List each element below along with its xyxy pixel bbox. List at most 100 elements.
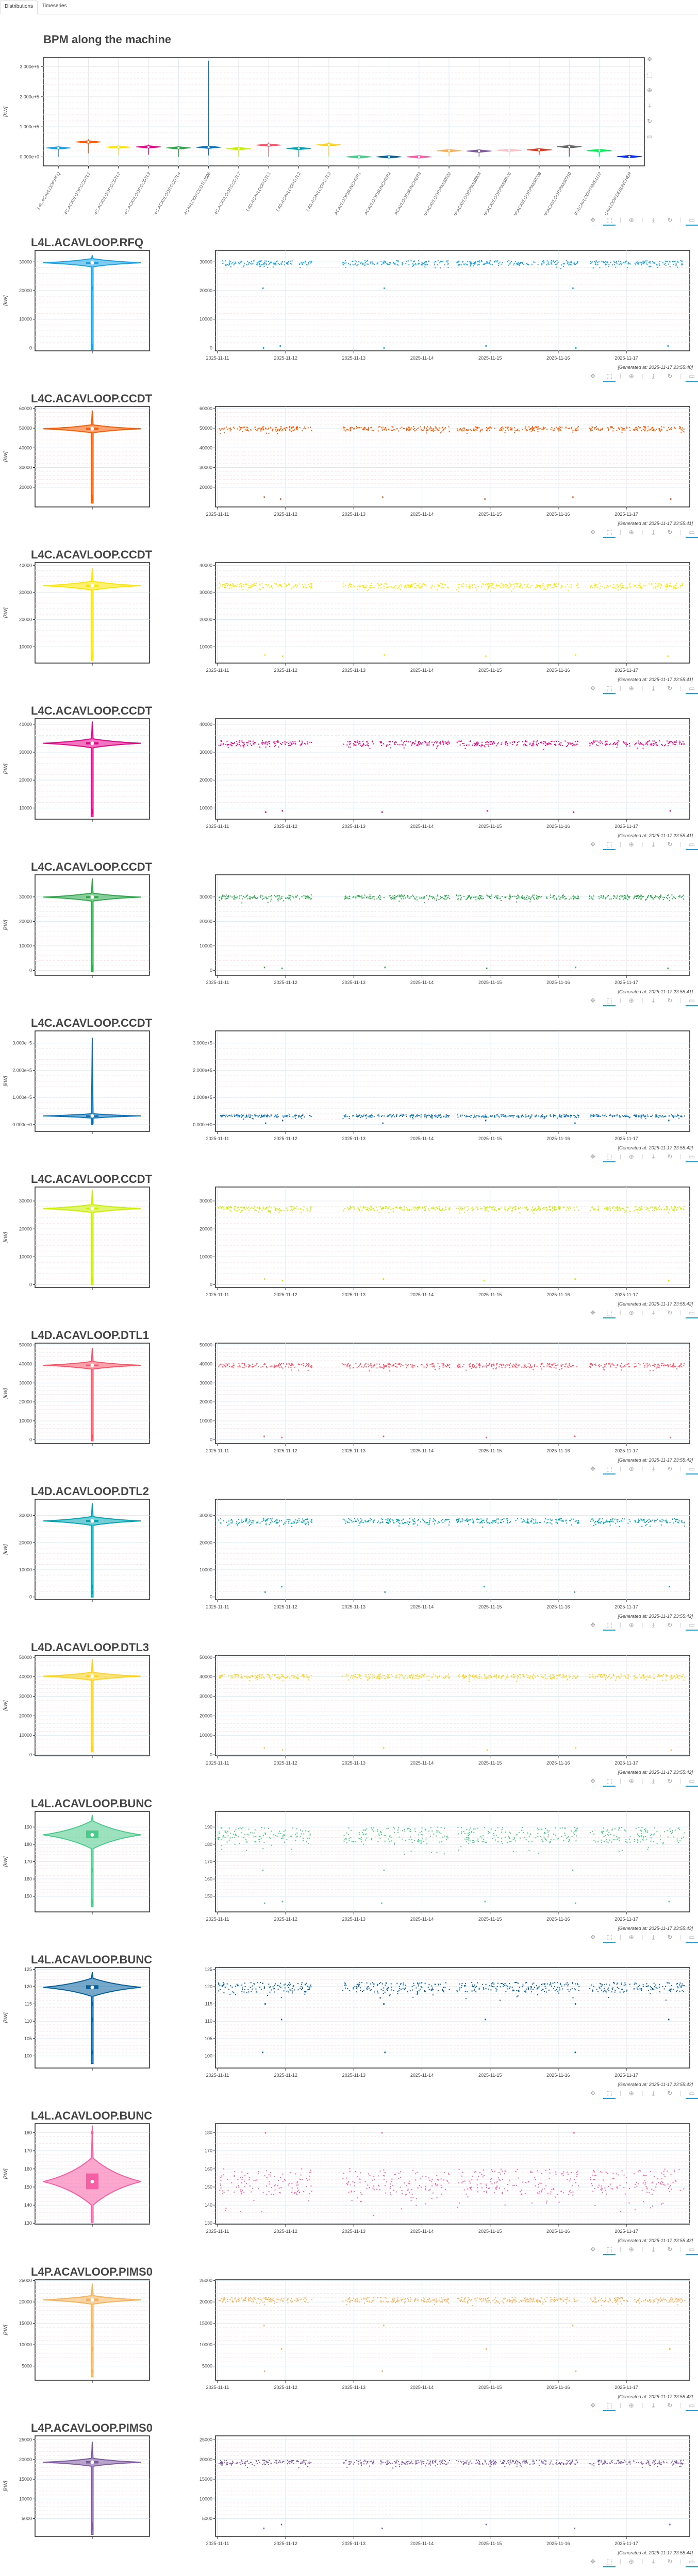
wheel-zoom-icon[interactable]: ⊕	[628, 1309, 634, 1316]
hover-icon[interactable]: ▭	[646, 133, 653, 140]
pan-icon[interactable]: ✥	[590, 841, 596, 848]
panel-plots[interactable]: 0100002000030000[kW]01000020000300002025…	[0, 215, 698, 365]
timeseries-point	[248, 1114, 250, 1116]
save-icon[interactable]: ⤓	[652, 372, 655, 380]
timeseries-point	[624, 428, 625, 429]
reset-icon[interactable]: ↻	[667, 529, 673, 536]
save-icon[interactable]: ⤓	[652, 840, 655, 848]
hover-icon[interactable]: ▭	[686, 997, 698, 1006]
timeseries-point	[364, 1365, 365, 1367]
pan-icon[interactable]: ✥	[590, 216, 596, 224]
pan-icon[interactable]: ✥	[590, 372, 596, 380]
save-icon[interactable]: ⤓	[652, 1309, 655, 1316]
tab-distributions[interactable]: Distributions	[0, 0, 38, 14]
timeseries-point	[479, 431, 481, 433]
wheel-zoom-icon[interactable]: ⊕	[628, 997, 634, 1004]
overview-plot[interactable]: 0.000e+01.000e+52.000e+53.000e+5[kW]L4L.…	[0, 14, 698, 215]
box-zoom-icon[interactable]: ⬚	[603, 216, 616, 226]
pan-icon[interactable]: ✥	[590, 1309, 596, 1316]
save-icon[interactable]: ⤓	[648, 102, 651, 109]
panel-plots[interactable]: 0100002000030000[kW]01000020000300002025…	[0, 840, 698, 989]
timeseries-point	[280, 742, 281, 744]
wheel-zoom-icon[interactable]: ⊕	[628, 216, 634, 224]
timeseries-point	[509, 894, 510, 896]
timeseries-point	[281, 1363, 282, 1364]
timeseries-point	[224, 432, 225, 433]
panel-plots[interactable]: 10000200003000040000[kW]1000020000300004…	[0, 684, 698, 833]
pan-icon[interactable]: ✥	[646, 56, 653, 63]
timeseries-point	[513, 1114, 515, 1116]
timeseries-point	[538, 1206, 539, 1207]
timeseries-point	[409, 1210, 410, 1211]
timeseries-point	[563, 1116, 565, 1117]
reset-icon[interactable]: ↻	[646, 117, 653, 125]
timeseries-point	[415, 587, 417, 589]
timeseries-point	[237, 1116, 239, 1117]
panel-plots[interactable]: 0100002000030000[kW]01000020000300002025…	[0, 1152, 698, 1301]
pan-icon[interactable]: ✥	[590, 997, 596, 1004]
reset-icon[interactable]: ↻	[667, 997, 673, 1004]
panel-plots[interactable]: 10000200003000040000[kW]1000020000300004…	[0, 528, 698, 677]
hover-icon[interactable]: ▭	[686, 841, 698, 850]
reset-icon[interactable]: ↻	[667, 1153, 673, 1160]
pan-icon[interactable]: ✥	[590, 529, 596, 536]
hover-icon[interactable]: ▭	[686, 529, 698, 538]
save-icon[interactable]: ⤓	[652, 684, 655, 692]
reset-icon[interactable]: ↻	[667, 1309, 673, 1316]
timeseries-point	[440, 896, 441, 897]
reset-icon[interactable]: ↻	[667, 841, 673, 848]
box-zoom-icon[interactable]: ⬚	[603, 997, 616, 1006]
wheel-zoom-icon[interactable]: ⊕	[628, 841, 634, 848]
timeseries-point	[363, 1114, 364, 1116]
panel-plots[interactable]: 01000020000300004000050000[kW]0100002000…	[0, 1308, 698, 1458]
panel-plots[interactable]: 0.000e+01.000e+52.000e+53.000e+5[kW]0.00…	[0, 996, 698, 1145]
save-icon[interactable]: ⤓	[652, 528, 655, 536]
violin-shape	[43, 410, 142, 504]
tab-timeseries[interactable]: Timeseries	[42, 3, 67, 9]
pan-icon[interactable]: ✥	[590, 685, 596, 692]
save-icon[interactable]: ⤓	[652, 1153, 655, 1160]
pan-icon[interactable]: ✥	[590, 1153, 596, 1160]
timeseries-point	[231, 896, 233, 898]
reset-icon[interactable]: ↻	[667, 685, 673, 692]
box-zoom-icon[interactable]: ⬚	[603, 372, 616, 382]
timeseries-point	[243, 1114, 244, 1116]
box-zoom-icon[interactable]: ⬚	[646, 71, 653, 78]
timeseries-point	[670, 741, 671, 742]
hover-icon[interactable]: ▭	[686, 685, 698, 694]
hover-icon[interactable]: ▭	[686, 216, 698, 226]
box-zoom-icon[interactable]: ⬚	[603, 529, 616, 538]
timeseries-point	[611, 427, 613, 428]
box-zoom-icon[interactable]: ⬚	[603, 1153, 616, 1162]
box-zoom-icon[interactable]: ⬚	[603, 841, 616, 850]
panel-plots[interactable]: 2000030000400005000060000[kW]20000300004…	[0, 371, 698, 521]
timeseries-point	[298, 264, 300, 265]
timeseries-point	[607, 261, 608, 263]
timeseries-point	[593, 1114, 594, 1115]
timeseries-point	[345, 430, 346, 432]
reset-icon[interactable]: ↻	[667, 372, 673, 380]
x-tick-label: 2025-11-11	[206, 512, 229, 517]
box-zoom-icon[interactable]: ⬚	[603, 685, 616, 694]
hover-icon[interactable]: ▭	[686, 372, 698, 382]
save-icon[interactable]: ⤓	[652, 216, 655, 224]
save-icon[interactable]: ⤓	[652, 996, 655, 1004]
wheel-zoom-icon[interactable]: ⊕	[646, 87, 653, 94]
timeseries-point	[602, 428, 604, 429]
hover-icon[interactable]: ▭	[686, 1309, 698, 1318]
timeseries-point	[600, 740, 601, 742]
wheel-zoom-icon[interactable]: ⊕	[628, 685, 634, 692]
timeseries-point	[449, 898, 451, 900]
timeseries-point	[617, 742, 619, 743]
timeseries-point	[394, 429, 395, 431]
box-zoom-icon[interactable]: ⬚	[603, 1309, 616, 1318]
timeseries-point	[472, 1207, 474, 1209]
wheel-zoom-icon[interactable]: ⊕	[628, 529, 634, 536]
hover-icon[interactable]: ▭	[686, 1153, 698, 1162]
timeseries-point	[544, 1115, 545, 1117]
wheel-zoom-icon[interactable]: ⊕	[628, 1153, 634, 1160]
timeseries-point	[459, 1209, 460, 1211]
reset-icon[interactable]: ↻	[667, 216, 673, 224]
timeseries-point	[473, 742, 475, 744]
wheel-zoom-icon[interactable]: ⊕	[628, 372, 634, 380]
